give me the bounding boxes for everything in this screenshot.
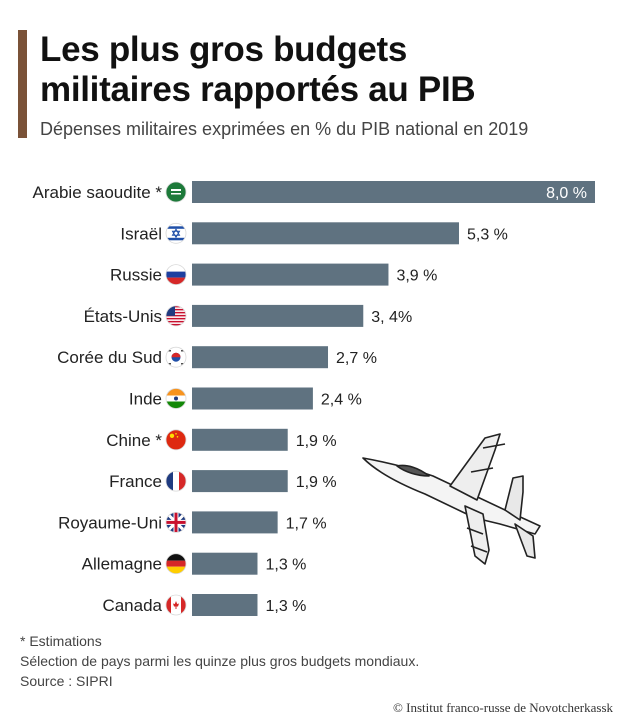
bar-11 (192, 594, 258, 616)
value-label-6: 2,4 % (321, 392, 362, 409)
category-label-10: Allemagne (82, 555, 162, 574)
russia-flag-icon (165, 264, 187, 286)
bar-2 (192, 222, 459, 245)
india-flag-icon (165, 388, 187, 409)
category-label-8: France (109, 472, 162, 491)
category-label-4: États-Unis (84, 307, 162, 326)
value-label-4: 3, 4% (371, 309, 412, 326)
category-label-3: Russie (110, 266, 162, 285)
france-flag-icon (165, 470, 187, 492)
footnote-source: Source : SIPRI (20, 673, 113, 689)
category-label-11: Canada (102, 596, 162, 615)
fighter-jet-illustration (362, 433, 541, 565)
title-line-2: militaires rapportés au PIB (40, 70, 476, 109)
chart-subtitle: Dépenses militaires exprimées en % du PI… (40, 119, 529, 139)
bar-6 (192, 387, 313, 410)
category-label-7: Chine * (106, 431, 162, 450)
value-label-5: 2,7 % (336, 350, 377, 367)
usa-flag-icon (165, 305, 187, 327)
china-flag-icon (165, 429, 187, 451)
bar-7 (192, 428, 288, 451)
value-label-3: 3,9 % (396, 268, 437, 285)
category-label-1: Arabie saoudite * (33, 183, 163, 202)
bar-3 (192, 263, 389, 286)
value-label-7: 1,9 % (296, 433, 337, 450)
chart-title: Les plus gros budgets militaires rapport… (40, 30, 600, 110)
copyright-credit: © Institut franco-russe de Novotcherkass… (393, 700, 613, 715)
category-label-6: Inde (129, 390, 162, 409)
value-label-2: 5,3 % (467, 226, 508, 243)
israel-flag-icon (165, 222, 187, 244)
value-label-11: 1,3 % (265, 598, 306, 615)
value-label-9: 1,7 % (286, 515, 327, 532)
saudi-arabia-flag-icon (165, 181, 187, 203)
bar-9 (192, 511, 278, 534)
value-label-8: 1,9 % (296, 474, 337, 491)
bar-1 (192, 181, 595, 203)
bar-10 (192, 552, 258, 575)
value-label-1: 8,0 % (546, 185, 587, 202)
germany-flag-icon (165, 553, 187, 575)
south-korea-flag-icon (165, 346, 187, 368)
value-label-10: 1,3 % (265, 557, 306, 574)
title-line-1: Les plus gros budgets (40, 30, 408, 69)
bar-4 (192, 304, 364, 327)
footnote-estimation: * Estimations (20, 633, 102, 649)
bar-chart: Arabie saoudite * 8,0 % Israël 5,3 % Russie 3… (33, 181, 595, 616)
category-label-9: Royaume-Uni (58, 513, 162, 532)
bar-8 (192, 470, 288, 493)
category-label-2: Israël (120, 224, 162, 243)
accent-bar (18, 30, 27, 138)
bar-5 (192, 346, 329, 369)
category-label-5: Corée du Sud (57, 348, 162, 367)
footnote-selection: Sélection de pays parmi les quinze plus … (20, 653, 420, 669)
canada-flag-icon (165, 594, 187, 616)
uk-flag-icon (165, 512, 187, 533)
